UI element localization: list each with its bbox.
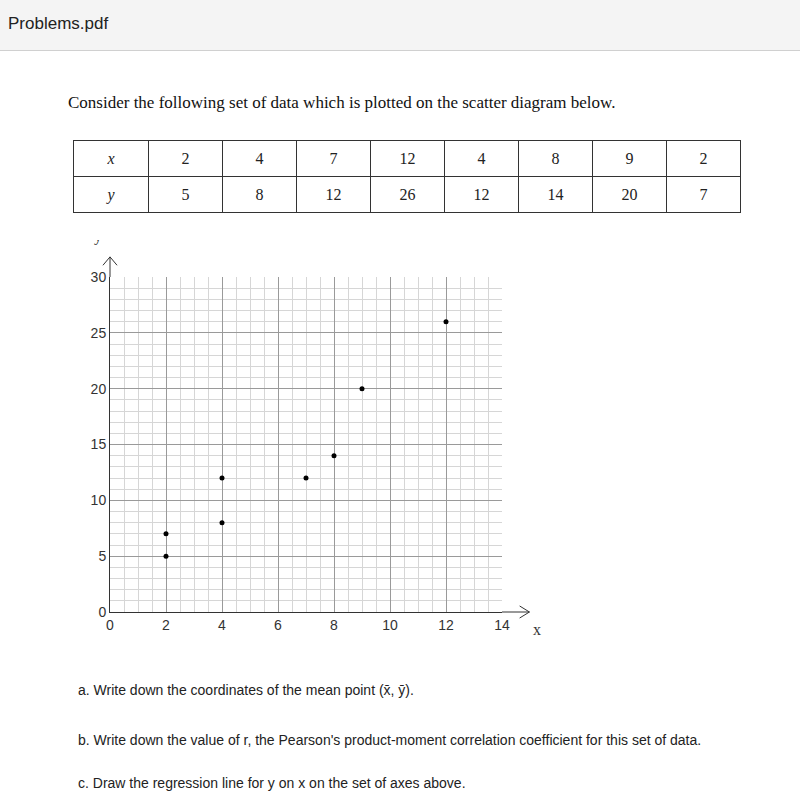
svg-text:8: 8 — [330, 617, 338, 633]
html-text:5: 5 — [181, 185, 190, 203]
svg-text:4: 4 — [218, 617, 226, 633]
svg-text:20: 20 — [91, 381, 107, 397]
html-text:a. Write down the coordinates: a. Write down the coordinates of the mea… — [78, 682, 414, 698]
html-text:20: 20 — [621, 185, 638, 203]
html-text:2: 2 — [699, 149, 708, 167]
html-text:8: 8 — [255, 185, 264, 203]
svg-text:12: 12 — [438, 617, 454, 633]
svg-text:y: y — [94, 240, 102, 245]
html-text:7: 7 — [329, 149, 338, 167]
html-text:12: 12 — [399, 149, 416, 167]
svg-text:5: 5 — [98, 548, 106, 564]
html-text:x: x — [107, 149, 115, 167]
html-text:2: 2 — [181, 149, 190, 167]
svg-text:x: x — [533, 621, 541, 638]
svg-text:6: 6 — [274, 617, 282, 633]
html-text:4: 4 — [255, 149, 264, 167]
html-text:b. Write down the value of r,: b. Write down the value of r, the Pearso… — [78, 732, 702, 748]
html-text:8: 8 — [551, 149, 560, 167]
html-text:c. Draw the regression line fo: c. Draw the regression line for y on x o… — [78, 775, 466, 791]
svg-text:2: 2 — [162, 617, 170, 633]
svg-text:0: 0 — [98, 604, 106, 620]
html-text:14: 14 — [547, 185, 564, 203]
html-text:4: 4 — [477, 149, 486, 167]
html-text:Problems.pdf: Problems.pdf — [8, 14, 109, 33]
html-text:7: 7 — [699, 185, 708, 203]
svg-text:10: 10 — [91, 492, 107, 508]
html-text:12: 12 — [325, 185, 342, 203]
html-text:Consider the following set of: Consider the following set of data which… — [68, 93, 616, 112]
svg-text:10: 10 — [382, 617, 398, 633]
html-text:12: 12 — [473, 185, 490, 203]
svg-text:30: 30 — [91, 269, 107, 285]
svg-text:14: 14 — [494, 617, 510, 633]
html-text:26: 26 — [399, 185, 416, 203]
svg-text:0: 0 — [106, 617, 114, 633]
svg-text:25: 25 — [91, 325, 107, 341]
html-text:9: 9 — [625, 149, 634, 167]
svg-text:15: 15 — [91, 436, 107, 452]
html-text:y: y — [107, 185, 115, 203]
